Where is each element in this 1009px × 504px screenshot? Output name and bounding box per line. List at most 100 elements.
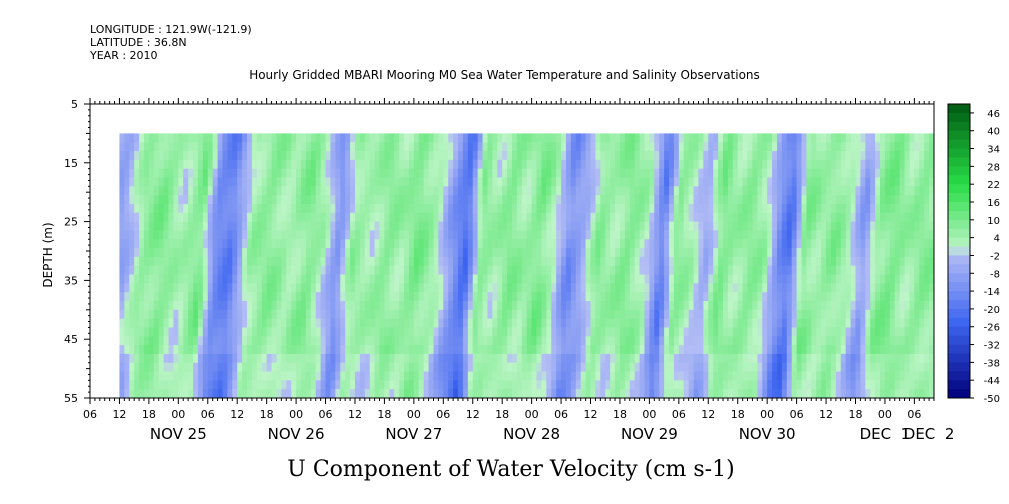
heatmap-cell [325, 133, 332, 143]
heatmap-cell [202, 265, 209, 276]
heatmap-cell [546, 318, 552, 329]
heatmap-cell [325, 142, 332, 152]
heatmap-cell [781, 159, 788, 170]
heatmap-cell [418, 274, 425, 284]
heatmap-cell [119, 195, 125, 205]
heatmap-cell [860, 362, 866, 373]
heatmap-cell [776, 292, 783, 302]
heatmap-cell [345, 292, 351, 302]
heatmap-cell [732, 230, 739, 240]
heatmap-cell [919, 362, 925, 373]
heatmap-cell [600, 248, 606, 258]
heatmap-cell [443, 274, 449, 284]
heatmap-cell [605, 318, 611, 329]
heatmap-cell [418, 345, 425, 355]
heatmap-cell [207, 265, 214, 276]
heatmap-cell [340, 389, 346, 398]
heatmap-cell [624, 221, 631, 232]
heatmap-cell [276, 345, 282, 355]
heatmap-cell [796, 133, 803, 143]
heatmap-cell [718, 292, 724, 302]
heatmap-cell [497, 221, 503, 232]
heatmap-cell [899, 239, 906, 249]
heatmap-cell [698, 151, 704, 161]
heatmap-cell [762, 177, 768, 187]
heatmap-cell [649, 265, 655, 276]
heatmap-cell [870, 212, 876, 223]
heatmap-cell [708, 389, 714, 398]
heatmap-cell [718, 256, 724, 267]
heatmap-cell [487, 327, 493, 337]
heatmap-cell [296, 353, 302, 364]
heatmap-cell [835, 230, 842, 240]
heatmap-cell [364, 151, 371, 161]
heatmap-cell [830, 292, 837, 302]
heatmap-cell [374, 212, 381, 223]
heatmap-cell [816, 230, 822, 240]
heatmap-cell [188, 327, 194, 337]
heatmap-cell [644, 221, 650, 232]
heatmap-cell [261, 142, 268, 152]
heatmap-cell [737, 168, 744, 179]
heatmap-cell [772, 292, 778, 302]
heatmap-cell [826, 336, 832, 346]
heatmap-cell [649, 353, 655, 364]
heatmap-cell [884, 168, 891, 179]
heatmap-cell [119, 265, 125, 276]
heatmap-cell [237, 230, 243, 240]
heatmap-cell [413, 389, 420, 398]
heatmap-cell [310, 142, 317, 152]
heatmap-cell [541, 380, 547, 390]
heatmap-cell [413, 345, 420, 355]
heatmap-cell [776, 380, 783, 390]
heatmap-cell [619, 195, 626, 205]
heatmap-cell [129, 133, 135, 143]
heatmap-cell [816, 283, 822, 293]
heatmap-cell [619, 309, 626, 320]
heatmap-cell [830, 195, 837, 205]
heatmap-cell [286, 309, 292, 320]
heatmap-cell [163, 283, 170, 293]
heatmap-cell [884, 265, 891, 276]
heatmap-cell [816, 159, 822, 170]
heatmap-cell [247, 345, 253, 355]
heatmap-cell [615, 168, 621, 179]
heatmap-cell [389, 318, 395, 329]
heatmap-cell [448, 353, 454, 364]
heatmap-cell [256, 380, 263, 390]
heatmap-cell [443, 239, 449, 249]
heatmap-cell [884, 274, 891, 284]
heatmap-cell [462, 265, 469, 276]
heatmap-cell [796, 265, 803, 276]
heatmap-cell [256, 151, 263, 161]
heatmap-cell [811, 362, 817, 373]
heatmap-cell [585, 230, 592, 240]
heatmap-cell [310, 177, 317, 187]
heatmap-cell [271, 283, 278, 293]
heatmap-cell [310, 371, 317, 381]
heatmap-cell [546, 248, 552, 258]
heatmap-cell [276, 133, 282, 143]
heatmap-cell [242, 353, 248, 364]
heatmap-cell [261, 309, 268, 320]
heatmap-cell [556, 177, 562, 187]
heatmap-cell [350, 345, 356, 355]
heatmap-cell [448, 362, 454, 373]
heatmap-cell [453, 292, 459, 302]
heatmap-cell [850, 195, 857, 205]
heatmap-cell [639, 239, 646, 249]
heatmap-cell [124, 274, 130, 284]
heatmap-cell [904, 318, 911, 329]
heatmap-cell [889, 248, 896, 258]
heatmap-cell [286, 265, 292, 276]
heatmap-cell [227, 142, 233, 152]
heatmap-cell [757, 248, 763, 258]
heatmap-cell [158, 230, 165, 240]
heatmap-cell [197, 133, 204, 143]
heatmap-cell [723, 221, 729, 232]
heatmap-cell [698, 292, 704, 302]
heatmap-cell [826, 292, 832, 302]
heatmap-cell [330, 133, 336, 143]
heatmap-cell [619, 283, 626, 293]
